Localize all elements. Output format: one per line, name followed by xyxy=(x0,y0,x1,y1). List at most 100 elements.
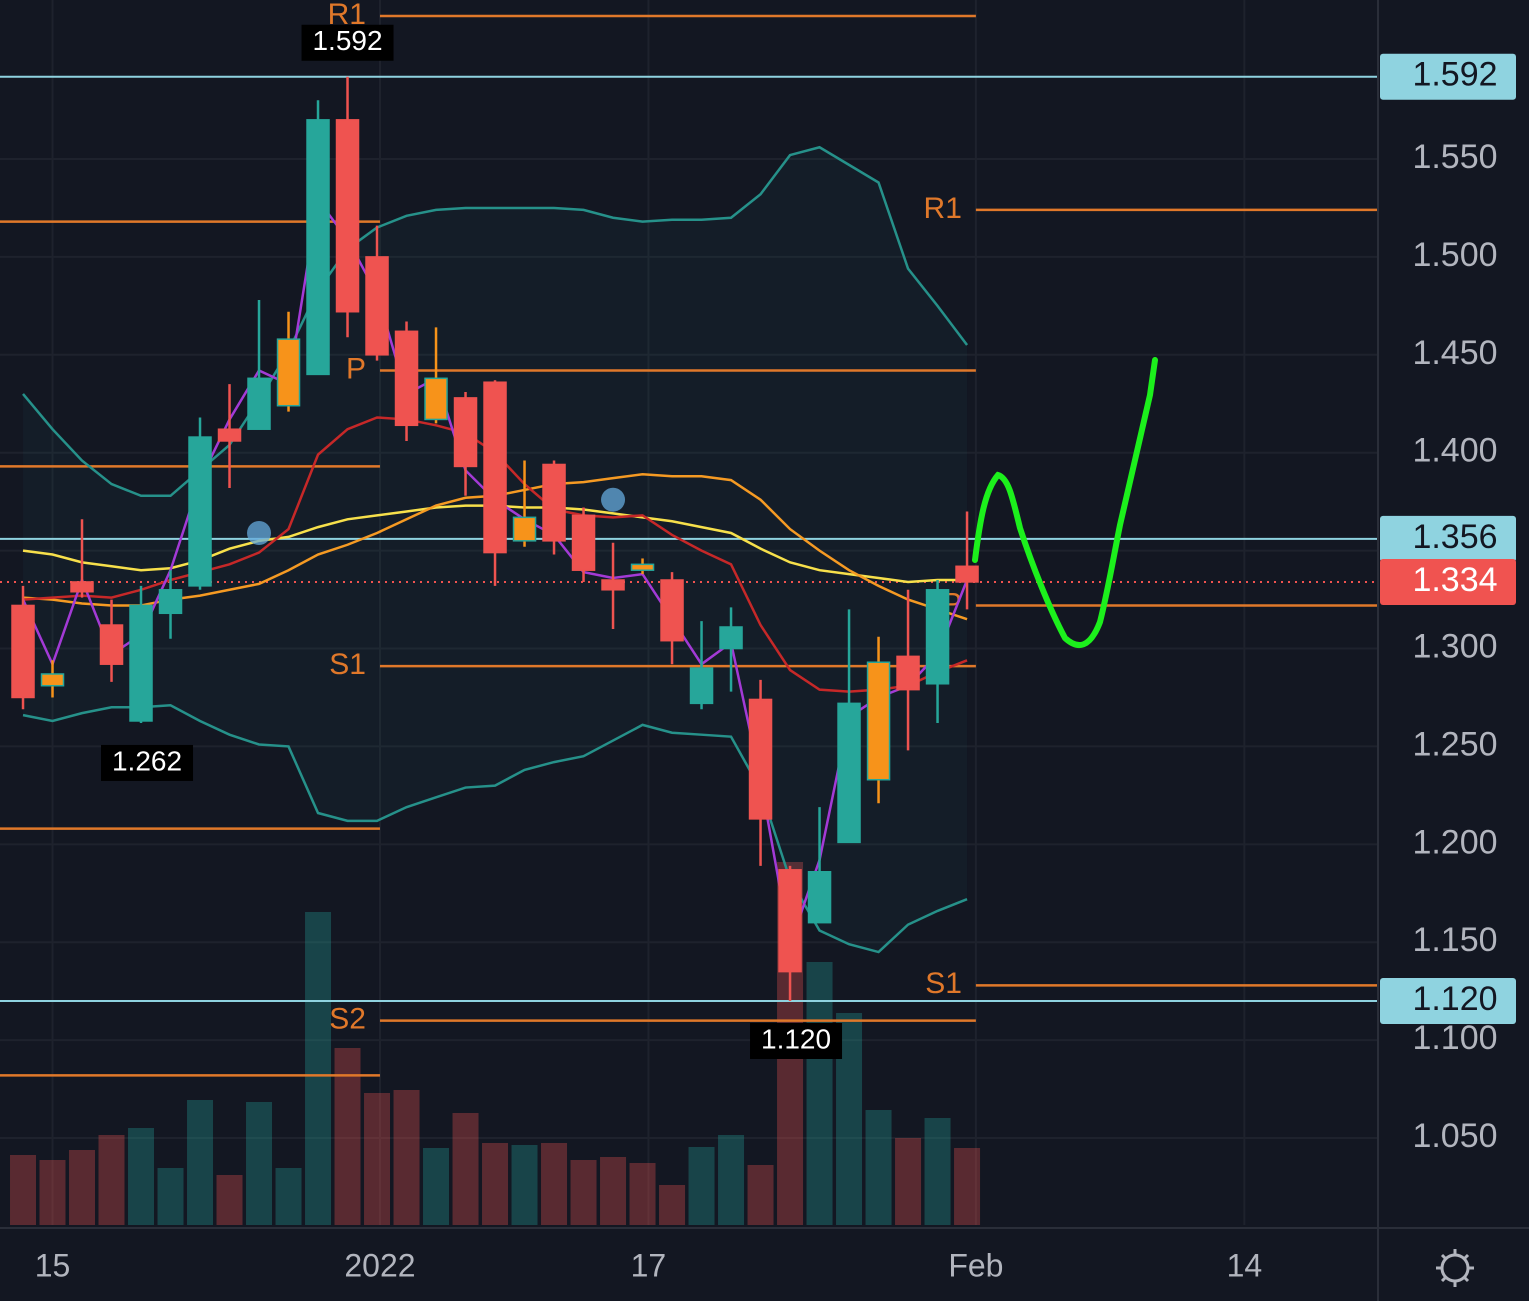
price-badge xyxy=(1380,515,1516,562)
candle-body xyxy=(689,667,714,705)
volume-bar xyxy=(69,1150,96,1225)
candle-body xyxy=(512,516,537,542)
candle-body xyxy=(778,869,802,973)
volume-bar xyxy=(688,1147,715,1225)
price-badge-label: 1.120 xyxy=(1412,980,1497,1018)
candle-body xyxy=(660,579,684,642)
volume-bar xyxy=(511,1145,538,1225)
y-tick-label: 1.050 xyxy=(1412,1117,1497,1155)
volume-bar xyxy=(334,1048,361,1225)
y-tick-label: 1.550 xyxy=(1412,138,1497,176)
annotation-label: 1.120 xyxy=(761,1023,831,1054)
volume-bar xyxy=(364,1093,391,1225)
volume-bar xyxy=(393,1090,420,1225)
candle-body xyxy=(365,256,389,356)
candle-body xyxy=(896,655,920,691)
volume-bar xyxy=(600,1157,627,1225)
volume-bar xyxy=(10,1155,37,1225)
candle-body xyxy=(40,673,65,687)
candle-body xyxy=(483,381,507,554)
pivot-label: R1 xyxy=(924,192,962,225)
volume-bar xyxy=(718,1135,745,1225)
volume-bar xyxy=(659,1185,686,1225)
volume-bar xyxy=(423,1148,450,1225)
candle-body xyxy=(866,661,891,781)
candle-body xyxy=(630,563,655,571)
volume-bar xyxy=(216,1175,243,1225)
volume-bar xyxy=(157,1168,184,1225)
price-badge xyxy=(1380,53,1516,100)
y-tick-label: 1.300 xyxy=(1412,628,1497,666)
price-badge xyxy=(1380,977,1516,1024)
volume-bar xyxy=(924,1118,951,1225)
volume-bar xyxy=(39,1160,66,1225)
volume-bar xyxy=(747,1165,774,1225)
y-tick-label: 1.150 xyxy=(1412,921,1497,959)
candle-body xyxy=(129,604,153,722)
price-badge-label: 1.356 xyxy=(1412,518,1497,556)
candle-body xyxy=(394,330,419,427)
signal-marker xyxy=(247,521,272,546)
y-tick-label: 1.500 xyxy=(1412,236,1497,274)
pivot-label: S1 xyxy=(329,648,366,681)
annotation-label: 1.592 xyxy=(312,25,382,56)
candle-body xyxy=(335,119,360,313)
volume-bar xyxy=(275,1168,302,1225)
volume-bar xyxy=(187,1100,214,1225)
volume-bar xyxy=(246,1102,273,1225)
volume-bar xyxy=(954,1148,981,1225)
candle-body xyxy=(807,871,832,924)
volume-bar xyxy=(895,1138,922,1225)
candle-body xyxy=(601,579,625,591)
candle-body xyxy=(99,624,124,665)
y-tick-label: 1.100 xyxy=(1412,1019,1497,1057)
price-badge xyxy=(1380,558,1516,605)
y-tick-label: 1.450 xyxy=(1412,334,1497,372)
volume-bar xyxy=(806,962,833,1225)
x-tick-label: Feb xyxy=(948,1247,1003,1283)
forecast-drawing xyxy=(972,357,1158,649)
x-tick-label: 14 xyxy=(1227,1247,1263,1283)
candle-body xyxy=(276,338,301,407)
y-tick-label: 1.400 xyxy=(1412,432,1497,470)
volume-bar xyxy=(482,1143,509,1225)
annotation-box xyxy=(301,24,394,61)
volume-bar xyxy=(629,1163,656,1225)
pivot-label: S1 xyxy=(925,967,962,1000)
volume-bar xyxy=(865,1110,892,1225)
price-badge-label: 1.592 xyxy=(1412,56,1497,94)
candle-body xyxy=(188,436,212,587)
candle-body xyxy=(925,589,950,685)
candle-body xyxy=(837,702,861,844)
pivot-label: P xyxy=(346,352,366,385)
candle-body xyxy=(424,377,448,421)
indicator-line xyxy=(22,145,969,498)
candle-body xyxy=(748,698,773,820)
annotation-label: 1.262 xyxy=(112,745,182,776)
y-tick-label: 1.250 xyxy=(1412,725,1497,763)
annotation-box xyxy=(101,744,194,781)
candle-body xyxy=(453,397,478,468)
candle-body xyxy=(70,581,94,593)
settings-icon[interactable] xyxy=(1436,1249,1474,1287)
signal-marker xyxy=(601,487,626,512)
volume-bar xyxy=(452,1113,479,1225)
pivot-label: S2 xyxy=(329,1002,366,1035)
annotation-box xyxy=(750,1022,843,1059)
price-badge-label: 1.334 xyxy=(1412,561,1497,599)
candle-body xyxy=(542,463,566,542)
candle-body xyxy=(955,565,979,583)
candle-body xyxy=(158,589,183,615)
candle-body xyxy=(217,428,242,442)
x-tick-label: 15 xyxy=(35,1247,71,1283)
y-tick-label: 1.200 xyxy=(1412,823,1497,861)
candle-body xyxy=(719,626,743,650)
candle-body xyxy=(571,514,596,571)
volume-bar xyxy=(98,1135,125,1225)
x-tick-label: 2022 xyxy=(344,1247,415,1283)
volume-bar xyxy=(305,912,332,1225)
candle-body xyxy=(306,119,330,376)
